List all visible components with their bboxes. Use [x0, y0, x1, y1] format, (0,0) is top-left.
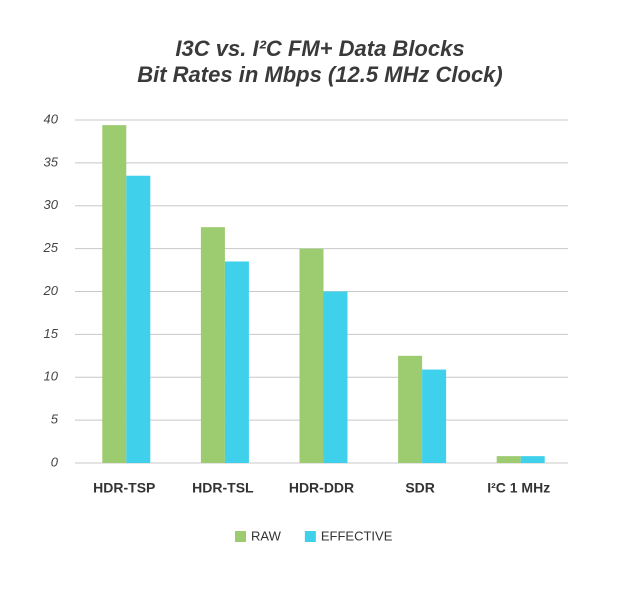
y-tick-label: 25	[43, 240, 59, 255]
y-tick-label: 30	[44, 197, 59, 212]
bar	[422, 369, 447, 463]
y-tick-label: 35	[44, 154, 59, 169]
y-tick-label: 10	[44, 369, 59, 384]
y-tick-label: 20	[43, 283, 59, 298]
x-tick-label: SDR	[405, 480, 435, 496]
legend-swatch	[304, 531, 316, 542]
bar	[299, 248, 324, 463]
y-tick-label: 0	[51, 454, 59, 469]
x-tick-label: I²C 1 MHz	[487, 480, 550, 496]
chart-title: I3C vs. I²C FM+ Data Blocks	[175, 36, 464, 61]
chart-subtitle: Bit Rates in Mbps (12.5 MHz Clock)	[137, 62, 503, 87]
legend-label: RAW	[251, 528, 282, 543]
bar	[102, 125, 127, 464]
x-tick-label: HDR-DDR	[289, 480, 354, 496]
legend-label: EFFECTIVE	[321, 528, 393, 543]
bar	[224, 261, 249, 463]
y-tick-label: 15	[44, 326, 59, 341]
x-tick-label: HDR-TSP	[93, 480, 155, 496]
y-tick-label: 5	[51, 412, 59, 427]
y-tick-label: 40	[44, 111, 59, 126]
x-tick-label: HDR-TSL	[192, 480, 254, 496]
bar	[126, 175, 151, 464]
bar	[323, 291, 348, 463]
bar	[200, 227, 225, 463]
bar	[398, 355, 423, 463]
bar	[496, 456, 521, 463]
bar	[520, 456, 545, 463]
legend-swatch	[235, 531, 246, 542]
